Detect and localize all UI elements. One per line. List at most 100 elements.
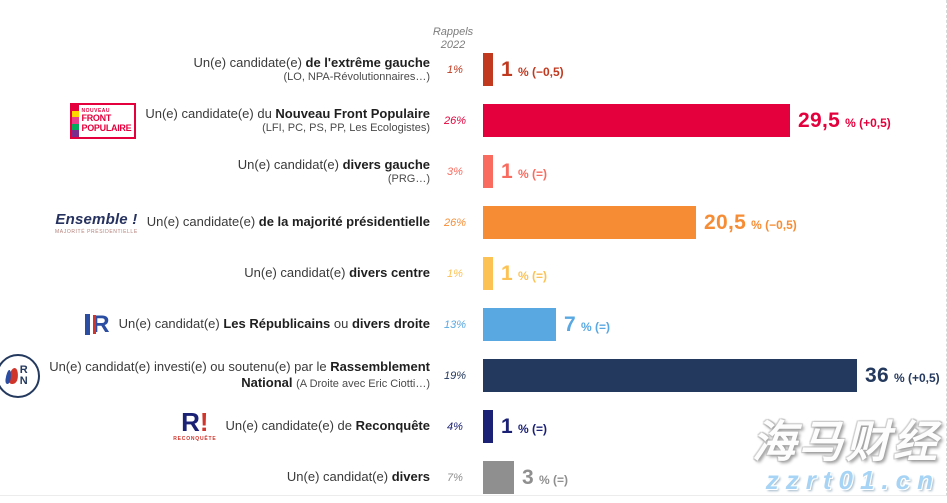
row-left-zone: Un(e) candidat(e) divers <box>0 469 430 485</box>
bar-divers-centre <box>483 257 493 290</box>
rappels-2022-column-header: Rappels 2022 <box>426 26 480 52</box>
rappel-2022-value: 26% <box>443 114 467 127</box>
row-label: Un(e) candidat(e) Les Républicains ou di… <box>119 316 430 332</box>
row-label-line1: Un(e) candidate(e) de l'extrême gauche <box>193 54 430 70</box>
chart-row-reconquete: R ! RECONQUÊTE Un(e) candidate(e) de Rec… <box>0 401 947 452</box>
bar-reconquete <box>483 410 493 443</box>
rn-letter-r: R <box>19 363 28 376</box>
bar-value-number: 3 <box>522 465 534 489</box>
bar-divers <box>483 461 514 494</box>
bar-value-number: 1 <box>501 261 513 285</box>
bar-value-change: % (+0,5) <box>845 115 891 130</box>
bar-value-number: 1 <box>501 57 513 81</box>
row-label-line2: (PRG…) <box>387 172 430 185</box>
bar-value: 1 % (−0,5) <box>501 58 564 82</box>
row-label: Un(e) candidat(e) investi(e) ou soutenu(… <box>49 359 430 392</box>
bar-divers-gauche <box>483 155 493 188</box>
row-label: Un(e) candidat(e) divers <box>287 469 430 485</box>
reconquete-logo-subtext: RECONQUÊTE <box>173 435 217 442</box>
bar-value-change: % (=) <box>517 421 547 436</box>
row-label: Un(e) candidate(e) de Reconquête <box>226 418 430 434</box>
row-left-zone: NOUVEAU FRONT POPULAIRE Un(e) candidate(… <box>0 102 430 139</box>
row-label-line1: Un(e) candidat(e) divers <box>286 469 430 485</box>
row-left-zone: Un(e) candidat(e) divers centre <box>0 265 430 281</box>
bar-les-republicains <box>483 308 556 341</box>
row-label: Un(e) candidate(e) de l'extrême gauche (… <box>194 55 430 85</box>
row-label-line1: Un(e) candidat(e) divers centre <box>244 265 430 281</box>
nfp-logo-text-front: FRONT <box>81 113 112 124</box>
row-bar-zone: 3 % (=) <box>480 461 947 494</box>
chart-row-divers: Un(e) candidat(e) divers 7% 3 % (=) <box>0 452 947 503</box>
row-left-zone: R Un(e) candidat(e) Les Républicains ou … <box>0 310 430 338</box>
ensemble-logo-subtext: MAJORITÉ PRÉSIDENTIELLE <box>55 228 138 235</box>
bar-value: 1 % (=) <box>501 160 547 184</box>
rappel-2022-value: 19% <box>443 369 467 382</box>
bar-majorite-presidentielle <box>483 206 696 239</box>
rappel-2022-value: 1% <box>447 267 463 280</box>
row-bar-zone: 1 % (=) <box>480 410 947 443</box>
bar-value: 7 % (=) <box>564 313 610 337</box>
bar-value-change: % (=) <box>517 268 547 283</box>
chart-row-extreme-gauche: Un(e) candidate(e) de l'extrême gauche (… <box>0 44 947 95</box>
bar-value: 1 % (=) <box>501 415 547 439</box>
bar-value-number: 36 <box>865 363 889 387</box>
row-left-zone: Ensemble ! MAJORITÉ PRÉSIDENTIELLE Un(e)… <box>0 211 430 235</box>
bar-value-number: 1 <box>501 414 513 438</box>
bar-value: 20,5 % (−0,5) <box>704 211 797 235</box>
chart-row-divers-centre: Un(e) candidat(e) divers centre 1% 1 % (… <box>0 248 947 299</box>
row-left-zone: R N Un(e) candidat(e) investi(e) ou sout… <box>0 353 430 398</box>
bar-value-change: % (+0,5) <box>893 370 940 385</box>
bar-rassemblement-national <box>483 359 857 392</box>
row-label-line1: Un(e) candidat(e) investi(e) ou soutenu(… <box>49 359 430 374</box>
lr-letter: R <box>92 310 110 338</box>
row-label: Un(e) candidat(e) divers gauche (PRG…) <box>238 157 430 187</box>
bar-value-number: 7 <box>564 312 576 336</box>
rappel-2022-value: 1% <box>447 63 463 76</box>
rn-letter-n: N <box>19 374 28 387</box>
bar-value-change: % (=) <box>538 472 568 487</box>
rappel-2022-value: 26% <box>443 216 467 229</box>
bar-value: 3 % (=) <box>522 466 568 490</box>
row-label: Un(e) candidate(e) de la majorité présid… <box>147 214 430 230</box>
reconquete-logo: R ! RECONQUÊTE <box>173 407 217 442</box>
bar-value-change: % (=) <box>580 319 610 334</box>
chart-row-divers-gauche: Un(e) candidat(e) divers gauche (PRG…) 3… <box>0 146 947 197</box>
lr-bar-icon <box>85 314 91 335</box>
chart-row-les-republicains: R Un(e) candidat(e) Les Républicains ou … <box>0 299 947 350</box>
bar-value-number: 29,5 <box>798 108 841 132</box>
row-left-zone: Un(e) candidate(e) de l'extrême gauche (… <box>0 55 430 85</box>
row-bar-zone: 1 % (−0,5) <box>480 53 947 86</box>
ensemble-logo-text: Ensemble ! <box>55 210 138 228</box>
bar-value: 29,5 % (+0,5) <box>798 109 891 133</box>
row-label-line1: Un(e) candidat(e) divers gauche <box>237 156 430 172</box>
row-bar-zone: 20,5 % (−0,5) <box>480 206 947 239</box>
rappels-header-line2: 2022 <box>440 39 466 52</box>
row-label: Un(e) candidat(e) divers centre <box>244 265 430 281</box>
rappels-header-line1: Rappels <box>432 26 474 38</box>
row-left-zone: Un(e) candidat(e) divers gauche (PRG…) <box>0 157 430 187</box>
bar-value-change: % (=) <box>517 166 547 181</box>
reconquete-letter: R <box>181 407 200 438</box>
chart-row-nouveau-front-populaire: NOUVEAU FRONT POPULAIRE Un(e) candidate(… <box>0 95 947 146</box>
row-label-line1: Un(e) candidat(e) Les Républicains ou di… <box>118 316 430 332</box>
row-bar-zone: 7 % (=) <box>480 308 947 341</box>
row-label-line2: (LFI, PC, PS, PP, Les Ecologistes) <box>262 121 430 134</box>
bar-value: 1 % (=) <box>501 262 547 286</box>
rn-flame-icon <box>7 367 19 384</box>
bar-nouveau-front-populaire <box>483 104 790 137</box>
row-label-line1: Un(e) candidate(e) du Nouveau Front Popu… <box>145 105 430 121</box>
chart-row-rassemblement-national: R N Un(e) candidat(e) investi(e) ou sout… <box>0 350 947 401</box>
chart-row-majorite-presidentielle: Ensemble ! MAJORITÉ PRÉSIDENTIELLE Un(e)… <box>0 197 947 248</box>
les-republicains-logo: R <box>85 310 110 338</box>
row-label-line1: Un(e) candidate(e) de Reconquête <box>225 418 430 434</box>
bar-value-number: 20,5 <box>704 210 747 234</box>
rappel-2022-value: 13% <box>443 318 467 331</box>
nfp-logo-text-nouveau: NOUVEAU <box>81 108 111 115</box>
rappel-2022-value: 7% <box>447 471 463 484</box>
rappel-2022-value: 3% <box>447 165 463 178</box>
row-bar-zone: 29,5 % (+0,5) <box>480 104 947 137</box>
bar-extreme-gauche <box>483 53 493 86</box>
row-label-line1: Un(e) candidate(e) de la majorité présid… <box>146 214 430 230</box>
nfp-logo-text-populaire: POPULAIRE <box>81 122 132 133</box>
